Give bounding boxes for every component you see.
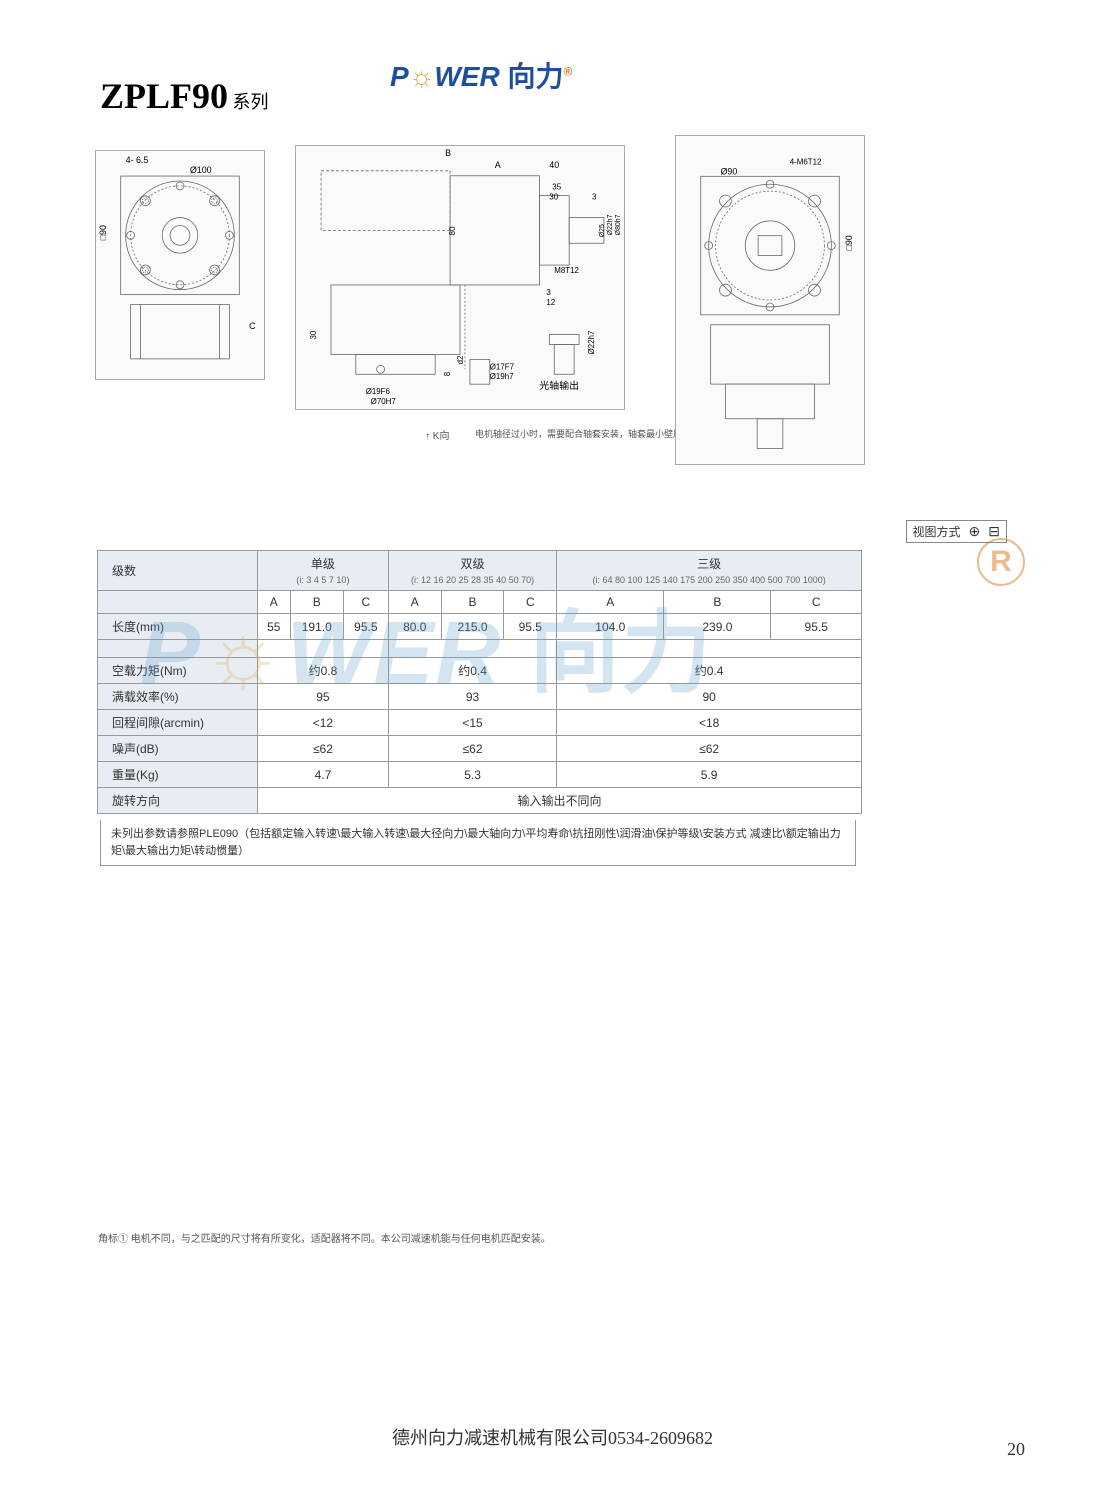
k-direction-arrow: ↑ K向 <box>425 427 449 442</box>
dim-3: 3 <box>592 193 597 202</box>
dim-19h7: Ø19h7 <box>490 372 514 381</box>
diagram-side-view: B A 40 35 30 3 80 M8T12 3 12 30 8 d2 Ø17… <box>295 145 625 410</box>
backlash-row: 回程间隙(arcmin) <12 <15 <18 <box>98 710 862 736</box>
projection-symbol-1: ⊕ <box>969 523 981 540</box>
dim-d100: Ø100 <box>190 165 212 175</box>
noise-row: 噪声(dB) ≤62 ≤62 ≤62 <box>98 736 862 762</box>
dim-3b: 3 <box>546 288 551 297</box>
registered-mark: ® <box>563 65 572 79</box>
company-footer: 德州向力减速机械有限公司0534-2609682 <box>0 1424 1105 1450</box>
series-label: 系列 <box>228 92 269 112</box>
dim-19f6: Ø19F6 <box>366 387 391 396</box>
logo-cn: 向力 <box>500 61 564 92</box>
dim-4-6.5: 4- 6.5 <box>126 155 149 165</box>
dim-A: A <box>495 160 501 170</box>
dim-sq90b: □90 <box>844 235 854 250</box>
dim-40: 40 <box>549 160 559 170</box>
diagram-flange-front: 4- 6.5 Ø100 □90 C <box>95 150 265 380</box>
dim-80: 80 <box>448 226 457 235</box>
blank-row <box>98 640 862 658</box>
dim-sq90: □90 <box>98 225 108 240</box>
logo-wer: WER <box>434 61 499 92</box>
dim-m8t12: M8T12 <box>554 266 579 275</box>
page-title: ZPLF90 系列 <box>100 75 269 117</box>
dim-12: 12 <box>546 298 555 307</box>
specification-table: 级数 单级(i: 3 4 5 7 10) 双级(i: 12 16 20 25 2… <box>97 550 862 814</box>
dim-80h7: Ø80h7 <box>615 214 622 235</box>
table-footnote: 未列出参数请参照PLE090（包括额定输入转速\最大输入转速\最大径向力\最大轴… <box>100 820 856 866</box>
diagram-rear-view: 4-M6T12 Ø90 □90 <box>675 135 865 465</box>
dim-17f7: Ø17F7 <box>490 362 514 371</box>
gear-icon: ☼ <box>409 61 435 92</box>
dim-4m6t12: 4-M6T12 <box>790 157 822 166</box>
bottom-footnote: 角标① 电机不同，与之匹配的尺寸将有所变化，适配器将不同。本公司减速机能与任何电… <box>98 1230 551 1245</box>
dim-70h7: Ø70H7 <box>371 397 396 406</box>
efficiency-row: 满载效率(%) 95 93 90 <box>98 684 862 710</box>
model-name: ZPLF90 <box>100 76 228 116</box>
label-shaft-output: 光轴输出 <box>539 379 579 392</box>
stage2-header: 双级(i: 12 16 20 25 28 35 40 50 70) <box>388 551 556 591</box>
technical-drawings: 4- 6.5 Ø100 □90 C B A 40 <box>95 135 875 465</box>
length-row: 长度(mm) 55191.095.5 80.0215.095.5 104.023… <box>98 614 862 640</box>
dim-B: B <box>445 148 451 158</box>
dim-35: 35 <box>552 183 561 192</box>
watermark-reg-circle: R <box>977 538 1025 586</box>
dim-22h7: Ø22h7 <box>587 331 596 355</box>
dim-30: 30 <box>549 193 558 202</box>
weight-row: 重量(Kg) 4.7 5.3 5.9 <box>98 762 862 788</box>
dim-d90: Ø90 <box>721 166 738 176</box>
view-mode-label: 视图方式 <box>913 523 961 540</box>
dim-d25: Ø25 <box>599 224 606 237</box>
stage3-header: 三级(i: 64 80 100 125 140 175 200 250 350 … <box>557 551 862 591</box>
logo-p: P <box>390 61 409 92</box>
dim-8: 8 <box>443 371 452 376</box>
dim-d2: d2 <box>456 356 465 365</box>
no-load-torque-row: 空载力矩(Nm) 约0.8 约0.4 约0.4 <box>98 658 862 684</box>
page-number: 20 <box>1007 1439 1025 1460</box>
brand-logo: P☼WER 向力® <box>390 55 572 95</box>
dim-c: C <box>249 321 256 331</box>
dim-30b: 30 <box>309 330 318 339</box>
column-headers-row: ABC ABC ABC <box>98 591 862 614</box>
rotation-row: 旋转方向 输入输出不同向 <box>98 788 862 814</box>
dim-d22h7b: Ø22h7 <box>607 214 614 235</box>
stage1-header: 单级(i: 3 4 5 7 10) <box>258 551 389 591</box>
header-stages: 级数 <box>98 551 258 591</box>
